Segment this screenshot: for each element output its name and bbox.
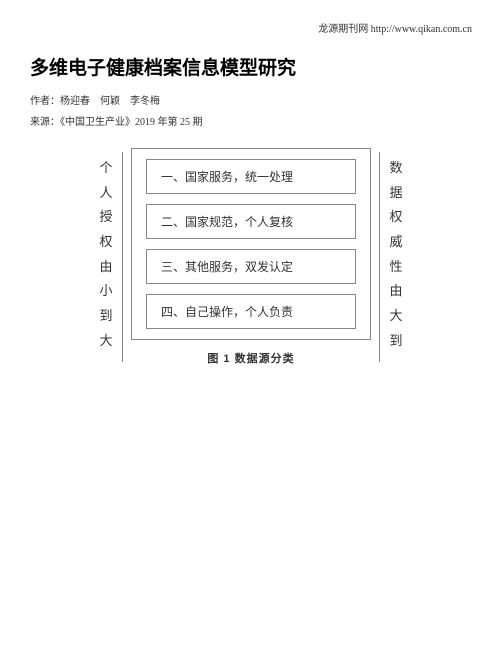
left-label-char: 到 <box>99 304 112 329</box>
figure-caption: 图 1 数据源分类 <box>207 350 294 366</box>
right-label-char: 据 <box>389 181 402 206</box>
item-box-1: 一、国家服务，统一处理 <box>146 159 356 194</box>
outer-box: 一、国家服务，统一处理 二、国家规范，个人复核 三、其他服务，双发认定 四、自己… <box>131 148 371 340</box>
right-label-char: 数 <box>389 156 402 181</box>
left-label-char: 个 <box>99 156 112 181</box>
right-divider <box>379 152 380 362</box>
left-label-char: 由 <box>99 255 112 280</box>
left-label-char: 授 <box>99 205 112 230</box>
source-line: 来源：《中国卫生产业》2019 年第 25 期 <box>30 113 472 128</box>
left-divider <box>122 152 123 362</box>
right-label-char: 权 <box>389 205 402 230</box>
left-label-char: 人 <box>99 181 112 206</box>
article-title: 多维电子健康档案信息模型研究 <box>30 53 472 80</box>
right-label-char: 到 <box>389 329 402 354</box>
center-panel: 一、国家服务，统一处理 二、国家规范，个人复核 三、其他服务，双发认定 四、自己… <box>131 148 371 366</box>
authors-line: 作者：杨迎春 何颖 李冬梅 <box>30 92 472 107</box>
item-box-2: 二、国家规范，个人复核 <box>146 204 356 239</box>
left-label-char: 小 <box>99 279 112 304</box>
right-label-char: 由 <box>389 279 402 304</box>
figure-1-container: 个 人 授 权 由 小 到 大 一、国家服务，统一处理 二、国家规范，个人复核 … <box>30 148 472 366</box>
left-label-char: 大 <box>99 329 112 354</box>
left-vertical-label: 个 人 授 权 由 小 到 大 <box>98 148 114 354</box>
site-header-link: 龙源期刊网 http://www.qikan.com.cn <box>30 20 472 35</box>
left-label-char: 权 <box>99 230 112 255</box>
right-label-char: 大 <box>389 304 402 329</box>
item-box-3: 三、其他服务，双发认定 <box>146 249 356 284</box>
right-vertical-label: 数 据 权 威 性 由 大 到 <box>388 148 404 354</box>
right-label-char: 威 <box>389 230 402 255</box>
right-label-char: 性 <box>389 255 402 280</box>
item-box-4: 四、自己操作，个人负责 <box>146 294 356 329</box>
